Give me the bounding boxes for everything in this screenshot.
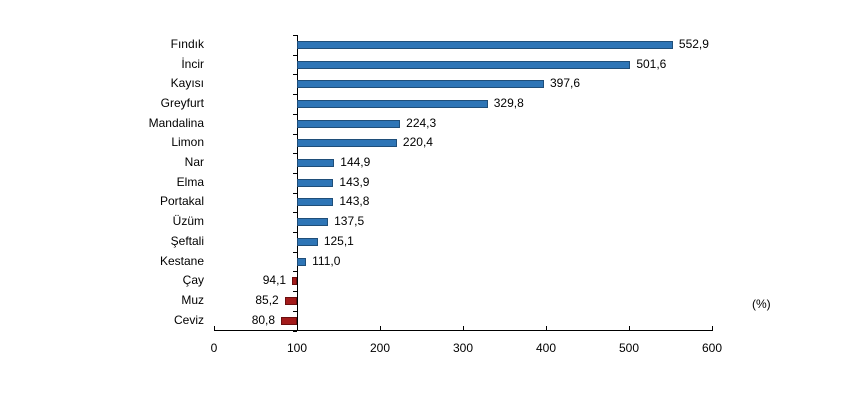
x-tick-label: 0 — [210, 341, 218, 355]
value-label: 85,2 — [255, 292, 279, 307]
y-tick — [293, 54, 297, 56]
x-tick-label: 100 — [286, 341, 308, 355]
bar — [297, 218, 329, 227]
x-tick — [712, 326, 713, 331]
x-tick-label: 400 — [535, 341, 557, 355]
y-tick — [293, 113, 297, 115]
y-tick — [293, 212, 297, 214]
y-tick — [293, 172, 297, 174]
bar — [297, 159, 335, 168]
category-label: Çay — [182, 273, 204, 288]
bar — [292, 277, 297, 286]
category-label: Şeftali — [170, 233, 204, 248]
value-label: 501,6 — [636, 56, 667, 71]
value-label: 552,9 — [678, 36, 709, 51]
value-label: 329,8 — [493, 95, 524, 110]
x-tick — [463, 326, 464, 331]
unit-label: (%) — [752, 297, 771, 311]
x-tick — [629, 326, 630, 331]
category-label: Nar — [184, 155, 204, 170]
category-label: Limon — [171, 135, 204, 150]
x-tick — [380, 326, 381, 331]
category-label: Portakal — [159, 194, 204, 209]
y-tick — [293, 291, 297, 293]
category-label: Muz — [181, 292, 204, 307]
x-tick-label: 200 — [369, 341, 391, 355]
x-tick-label: 600 — [701, 341, 723, 355]
bar — [297, 99, 488, 108]
y-tick — [293, 74, 297, 76]
x-tick — [214, 326, 215, 331]
value-label: 224,3 — [406, 115, 437, 130]
bar — [297, 80, 544, 89]
category-label: Greyfurt — [160, 95, 204, 110]
value-label: 137,5 — [334, 214, 365, 229]
bar — [281, 316, 297, 325]
value-label: 144,9 — [340, 155, 371, 170]
bar — [297, 198, 334, 207]
y-tick — [293, 192, 297, 194]
bar — [297, 60, 631, 69]
bar — [297, 178, 334, 187]
value-label: 111,0 — [312, 253, 341, 268]
bar — [297, 139, 397, 148]
bar — [297, 257, 307, 266]
category-label: Mandalina — [148, 115, 204, 130]
value-label: 143,9 — [339, 174, 370, 189]
value-label: 397,6 — [550, 76, 581, 91]
category-label: Elma — [176, 174, 204, 189]
y-tick — [293, 94, 297, 96]
bar — [297, 119, 401, 128]
y-tick — [293, 133, 297, 135]
bar — [297, 237, 318, 246]
value-label: 143,8 — [339, 194, 370, 209]
y-tick — [293, 232, 297, 233]
category-label: Ceviz — [173, 312, 204, 327]
x-tick — [297, 326, 298, 331]
y-tick — [293, 330, 297, 332]
y-tick — [293, 271, 297, 273]
value-label: 220,4 — [402, 135, 433, 150]
y-tick — [293, 251, 297, 253]
value-label: 80,8 — [251, 312, 276, 327]
value-label: 125,1 — [323, 233, 354, 248]
x-tick — [546, 326, 547, 331]
category-label: Kayısı — [170, 76, 204, 91]
bar — [284, 296, 297, 305]
y-tick — [293, 310, 297, 312]
bar — [297, 40, 673, 49]
category-label: Üzüm — [172, 214, 204, 229]
category-label: Fındık — [170, 36, 204, 51]
y-tick — [293, 153, 297, 155]
category-label: İncir — [181, 56, 204, 71]
y-tick — [293, 35, 297, 36]
x-tick-label: 500 — [618, 341, 640, 355]
category-label: Kestane — [159, 253, 204, 268]
value-label: 94,1 — [262, 273, 287, 288]
x-tick-label: 300 — [452, 341, 474, 355]
